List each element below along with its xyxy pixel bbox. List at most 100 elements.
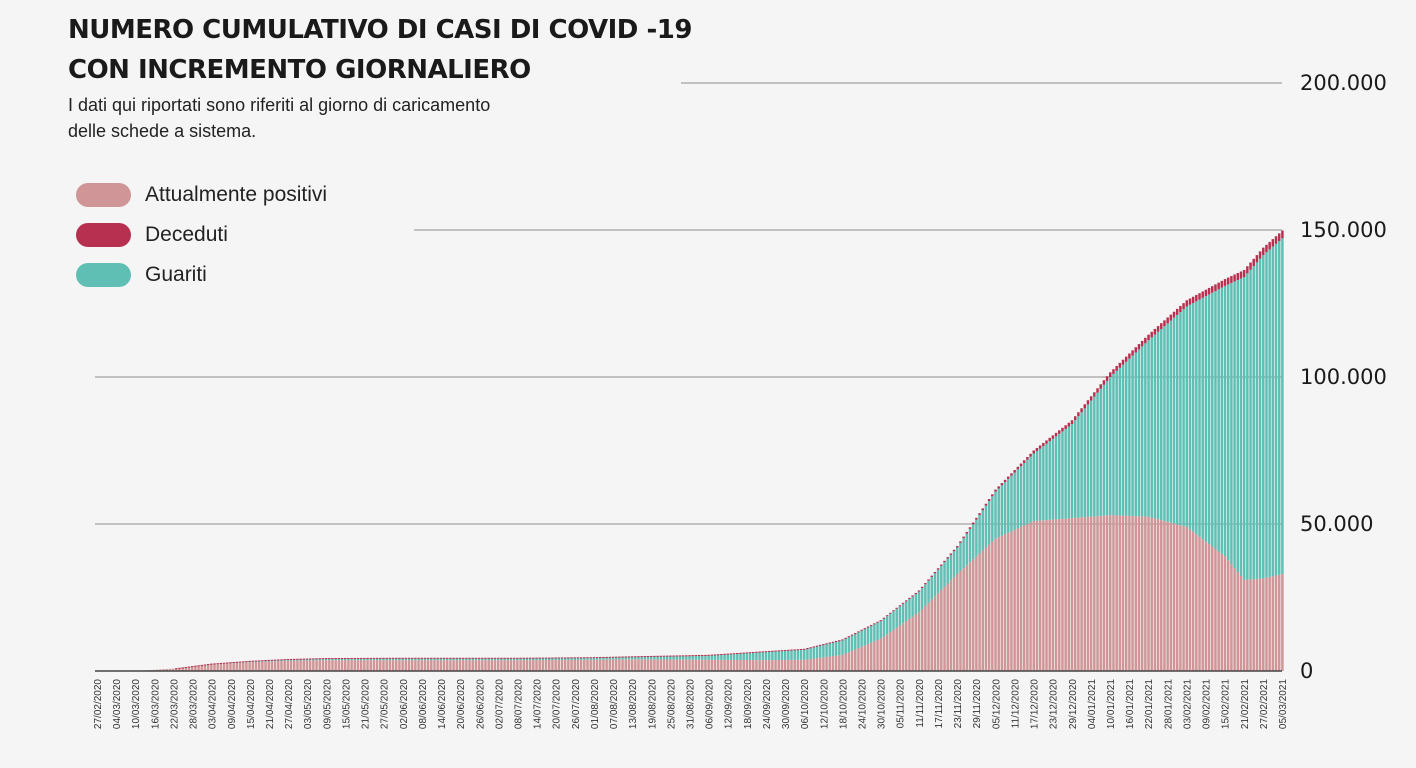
bar-deceduti [965, 531, 969, 534]
bar-deceduti [739, 652, 742, 654]
bar-positivi [197, 665, 200, 671]
bar-positivi [273, 661, 277, 671]
bar-positivi [439, 660, 443, 671]
bar-positivi [742, 660, 745, 671]
bar-positivi [1214, 548, 1217, 671]
bar-positivi [1239, 575, 1243, 671]
bar-deceduti [519, 657, 522, 659]
bar-positivi [175, 668, 178, 671]
bar-guariti [1204, 296, 1208, 542]
bar-positivi [1211, 546, 1214, 671]
bar-positivi [567, 659, 570, 671]
bar-deceduti [573, 657, 576, 659]
bar-deceduti [758, 651, 761, 653]
bar-deceduti [407, 657, 411, 659]
bar-guariti [685, 655, 688, 660]
x-tick-label: 02/07/2020 [494, 679, 505, 729]
bar-positivi [611, 659, 615, 671]
bar-guariti [1137, 349, 1141, 517]
bar-positivi [898, 625, 902, 671]
bar-positivi [226, 663, 229, 671]
bar-deceduti [940, 564, 943, 566]
chart-title: NUMERO CUMULATIVO DI CASI DI COVID -19 C… [68, 10, 692, 90]
bar-deceduti [292, 658, 296, 660]
bar-deceduti [232, 662, 235, 664]
bar-deceduti [375, 657, 379, 659]
bar-guariti [532, 658, 535, 661]
bar-guariti [1032, 453, 1036, 522]
bar-deceduti [238, 661, 242, 663]
bar-guariti [461, 658, 465, 661]
bar-positivi [949, 580, 953, 671]
bar-guariti [991, 496, 994, 542]
bar-deceduti [691, 655, 694, 657]
bar-positivi [943, 586, 946, 671]
legend-item-deceduti[interactable]: Deceduti [76, 215, 327, 255]
bar-deceduti [560, 657, 564, 659]
bar-positivi [563, 659, 567, 671]
bar-deceduti [535, 657, 538, 659]
bar-deceduti [1026, 457, 1029, 460]
bar-positivi [213, 664, 216, 671]
bar-deceduti [385, 657, 388, 659]
bar-guariti [426, 658, 430, 661]
bar-positivi [882, 636, 886, 671]
bar-positivi [1003, 534, 1007, 671]
bar-deceduti [917, 590, 921, 592]
bar-positivi [203, 665, 207, 671]
bar-deceduti [1242, 269, 1246, 278]
bar-guariti [439, 658, 443, 661]
bar-positivi [579, 659, 583, 671]
bar-positivi [873, 641, 876, 671]
bar-positivi [608, 659, 612, 671]
bar-guariti [844, 638, 847, 654]
bar-deceduti [210, 663, 213, 665]
bar-positivi [1201, 539, 1204, 671]
bar-positivi [315, 660, 318, 671]
bar-deceduti [882, 617, 886, 619]
bar-deceduti [512, 657, 516, 659]
bar-positivi [1236, 572, 1240, 671]
bar-deceduti [962, 536, 965, 539]
bar-guariti [1124, 361, 1128, 516]
legend-item-guariti[interactable]: Guariti [76, 255, 327, 295]
bar-positivi [538, 660, 541, 671]
bar-positivi [1175, 524, 1179, 671]
bar-deceduti [1169, 314, 1173, 321]
bar-guariti [908, 598, 911, 619]
bar-deceduti [343, 657, 347, 659]
bar-deceduti [1175, 308, 1179, 315]
bar-positivi [803, 659, 806, 671]
bar-deceduti [602, 656, 605, 658]
bar-guariti [420, 658, 423, 661]
bar-deceduti [1048, 437, 1051, 442]
bar-positivi [302, 660, 306, 671]
bar-deceduti [1061, 427, 1064, 432]
bar-guariti [930, 576, 934, 600]
bar-guariti [496, 658, 500, 661]
bar-guariti [433, 658, 436, 661]
bar-positivi [436, 660, 439, 671]
x-tick-label: 15/05/2020 [341, 679, 352, 729]
bar-positivi [920, 609, 924, 671]
bar-guariti [959, 542, 962, 572]
bar-positivi [799, 659, 803, 671]
bar-deceduti [1236, 273, 1240, 280]
bar-deceduti [624, 656, 627, 658]
x-tick-label: 03/04/2020 [208, 679, 219, 729]
bar-deceduti [1093, 392, 1096, 397]
bar-guariti [328, 658, 331, 661]
bar-deceduti [1185, 300, 1189, 307]
bar-guariti [458, 658, 462, 661]
legend-item-positivi[interactable]: Attualmente positivi [76, 175, 327, 215]
bar-guariti [369, 658, 372, 661]
bar-positivi [1191, 531, 1195, 671]
bar-deceduti [528, 657, 532, 659]
bar-positivi [573, 659, 576, 671]
bar-positivi [1042, 520, 1045, 671]
bar-positivi [324, 660, 328, 671]
bar-positivi [857, 648, 860, 671]
bar-positivi [962, 568, 965, 671]
bar-deceduti [1220, 280, 1224, 288]
